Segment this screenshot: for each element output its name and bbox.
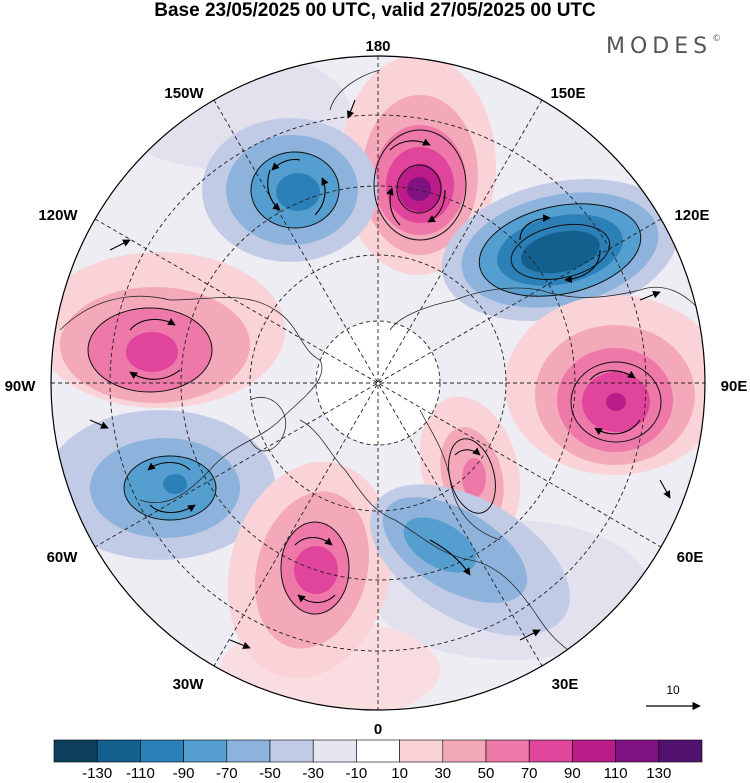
colorbar-label: -90 bbox=[173, 765, 195, 782]
colorbar-label: 90 bbox=[564, 765, 581, 782]
polar-cap bbox=[316, 321, 440, 445]
wind-vectors bbox=[89, 99, 671, 650]
wind-vector bbox=[129, 318, 176, 331]
wind-vector bbox=[294, 536, 333, 546]
graticule bbox=[51, 56, 705, 710]
wind-vector bbox=[389, 138, 431, 151]
colorbar-label: 30 bbox=[434, 765, 451, 782]
wind-vector bbox=[519, 629, 541, 641]
colorbar-label: 70 bbox=[521, 765, 538, 782]
wind-vector bbox=[639, 290, 661, 301]
wind-vector bbox=[149, 504, 196, 514]
colorbar-label: -130 bbox=[82, 765, 112, 782]
wind-vector bbox=[454, 447, 481, 456]
wind-vector bbox=[297, 594, 336, 604]
lon-label-120E: 120E bbox=[674, 207, 709, 224]
colorbar-label: -10 bbox=[346, 765, 368, 782]
anomaly-center-negative-165W bbox=[202, 118, 378, 262]
colorbar-swatch bbox=[658, 739, 703, 763]
colorbar-swatch bbox=[356, 739, 400, 763]
colorbar-label: 130 bbox=[646, 765, 671, 782]
coastlines bbox=[59, 69, 701, 663]
colorbar-label: 50 bbox=[478, 765, 495, 782]
reference-vector-label: 10 bbox=[666, 683, 680, 697]
colorbar-swatch bbox=[399, 739, 444, 763]
colorbar-label: -70 bbox=[216, 765, 238, 782]
colorbar-swatch bbox=[615, 739, 660, 763]
wind-vector bbox=[427, 189, 446, 223]
wind-vector bbox=[129, 369, 181, 380]
colorbar-label: -110 bbox=[126, 765, 155, 782]
colorbar-label: 10 bbox=[391, 765, 408, 782]
colorbar-swatch bbox=[140, 739, 184, 763]
wind-vector bbox=[271, 158, 301, 171]
lon-label-150W: 150W bbox=[164, 85, 204, 102]
colorbar-swatch bbox=[528, 739, 573, 763]
contour-lines bbox=[87, 129, 662, 615]
wind-vector bbox=[564, 249, 601, 284]
map-title: Base 23/05/2025 00 UTC, valid 27/05/2025… bbox=[154, 0, 596, 21]
colorbar-label: -50 bbox=[259, 765, 281, 782]
wind-vector bbox=[594, 419, 641, 436]
reference-vector: 10 bbox=[646, 683, 701, 711]
colorbar-swatch bbox=[226, 739, 271, 763]
wind-vector bbox=[519, 214, 551, 241]
lon-label-0: 0 bbox=[374, 721, 382, 738]
lon-label-30E: 30E bbox=[552, 676, 579, 693]
colorbar-label: -30 bbox=[302, 765, 324, 782]
wind-vector bbox=[267, 169, 281, 211]
anomaly-center-positive-100W bbox=[51, 252, 285, 408]
modes-logo: MODES© bbox=[606, 34, 721, 59]
wind-vector bbox=[659, 479, 671, 499]
anomaly-center-positive-85E bbox=[505, 295, 705, 475]
colorbar-label: 110 bbox=[604, 765, 628, 782]
wind-vector bbox=[109, 239, 131, 251]
wind-vector bbox=[147, 461, 191, 471]
brand-text: MODES bbox=[606, 34, 713, 59]
lon-label-60W: 60W bbox=[47, 549, 79, 566]
wind-vector bbox=[429, 539, 471, 576]
lon-label-90W: 90W bbox=[5, 378, 37, 395]
lon-label-150E: 150E bbox=[550, 85, 585, 102]
colorbar-swatch bbox=[485, 739, 530, 763]
colorbar-swatch bbox=[183, 739, 228, 763]
colorbar-swatch bbox=[572, 739, 616, 763]
colorbar-swatch bbox=[312, 739, 357, 763]
wind-vector bbox=[229, 639, 251, 650]
lon-label-30W: 30W bbox=[173, 676, 205, 693]
anomaly-field bbox=[51, 56, 705, 710]
map-boundary bbox=[50, 55, 706, 711]
colorbar-swatch bbox=[269, 739, 314, 763]
wind-vector bbox=[386, 187, 401, 226]
wind-vector bbox=[589, 370, 636, 381]
lon-label-90E: 90E bbox=[721, 378, 748, 395]
wind-vector bbox=[89, 419, 109, 429]
lon-label-180: 180 bbox=[365, 38, 390, 55]
colorbar-swatch bbox=[53, 739, 98, 763]
lon-label-120W: 120W bbox=[38, 207, 78, 224]
colorbar-swatch bbox=[96, 739, 141, 763]
anomaly-center-negative-60W bbox=[51, 410, 275, 560]
colorbar-swatch bbox=[442, 739, 487, 763]
colorbar: -130 -110 -90 -70 -50 -30 -10 10 30 50 70 90 110 130 bbox=[53, 739, 703, 782]
wind-vector bbox=[314, 177, 329, 216]
wind-vector bbox=[346, 99, 356, 119]
brand-mark: © bbox=[712, 34, 722, 44]
lon-label-60E: 60E bbox=[677, 549, 704, 566]
